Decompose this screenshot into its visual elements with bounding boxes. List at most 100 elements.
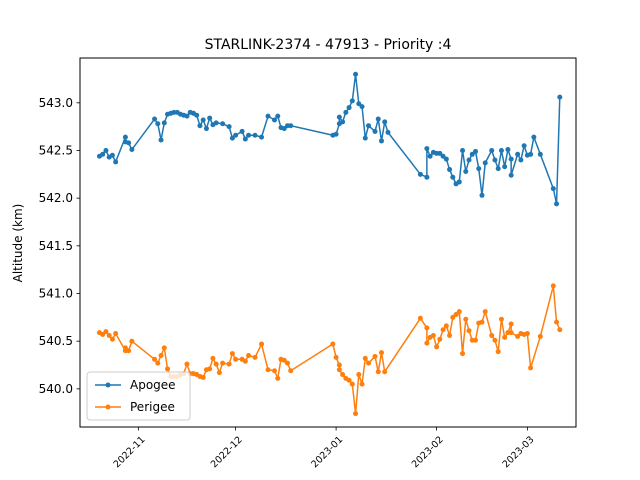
apogee-data-point <box>447 167 453 173</box>
perigee-data-point <box>126 348 132 354</box>
apogee-data-point <box>109 152 115 158</box>
apogee-data-point <box>229 135 235 141</box>
apogee-data-point <box>158 137 164 143</box>
perigee-data-point <box>281 357 287 363</box>
apogee-data-point <box>505 147 511 153</box>
apogee-data-point <box>200 117 206 123</box>
perigee-data-point <box>378 350 384 356</box>
apogee-data-point <box>479 192 485 198</box>
apogee-data-point <box>502 164 508 170</box>
apogee-data-point <box>466 157 472 163</box>
apogee-data-point <box>100 151 106 157</box>
perigee-data-point <box>113 331 119 337</box>
perigee-data-point <box>109 336 115 342</box>
perigee-data-point <box>498 316 504 322</box>
perigee-data-point <box>252 354 258 360</box>
apogee-data-point <box>353 71 359 77</box>
perigee-data-point <box>349 381 355 387</box>
apogee-data-point <box>550 186 556 192</box>
y-axis: 540.0 540.5 541.0 541.5 542.0 542.5 543.0 <box>39 96 80 396</box>
perigee-data-point <box>424 340 430 346</box>
perigee-data-point <box>437 336 443 342</box>
y-tick-label: 541.5 <box>39 239 73 253</box>
perigee-data-point <box>200 374 206 380</box>
perigee-data-point <box>184 361 190 367</box>
perigee-data-point <box>502 334 508 340</box>
perigee-data-point <box>366 360 372 366</box>
perigee-data-point <box>463 316 469 322</box>
apogee-data-point <box>161 120 167 126</box>
apogee-data-point <box>281 126 287 132</box>
perigee-data-point <box>482 309 488 315</box>
perigee-data-point <box>550 283 556 289</box>
perigee-data-point <box>333 354 339 360</box>
perigee-data-point <box>336 367 342 373</box>
perigee-data-point <box>450 314 456 320</box>
y-tick-label: 543.0 <box>39 96 73 110</box>
apogee-data-point <box>554 201 560 207</box>
apogee-data-point <box>495 166 501 172</box>
y-tick-label: 541.0 <box>39 287 73 301</box>
perigee-data-point <box>417 315 423 321</box>
apogee-data-point <box>288 123 294 129</box>
apogee-data-point <box>122 134 128 140</box>
perigee-data-point <box>453 311 459 317</box>
apogee-data-point <box>213 120 219 126</box>
apogee-data-point <box>226 124 232 130</box>
plot-frame <box>79 57 577 428</box>
apogee-data-point <box>356 101 362 107</box>
apogee-data-point <box>343 109 349 115</box>
apogee-data-point <box>498 147 504 153</box>
perigee-data-point <box>288 368 294 374</box>
perigee-data-point <box>226 361 232 367</box>
perigee-data-point <box>456 309 462 315</box>
legend-perigee-label: Perigee <box>130 400 175 414</box>
apogee-data-point <box>443 156 449 162</box>
apogee-data-point <box>197 123 203 129</box>
perigee-data-point <box>158 352 164 358</box>
perigee-data-point <box>424 325 430 331</box>
perigee-data-point <box>460 351 466 357</box>
perigee-data-point <box>356 372 362 378</box>
perigee-data-point <box>492 337 498 343</box>
legend-apogee-label: Apogee <box>130 378 176 392</box>
apogee-data-point <box>482 160 488 166</box>
perigee-data-point <box>220 360 226 366</box>
perigee-data-point <box>524 331 530 337</box>
apogee-data-point <box>372 128 378 134</box>
perigee-data-point <box>479 319 485 325</box>
perigee-data-point <box>152 356 158 362</box>
apogee-data-point <box>537 151 543 157</box>
perigee-data-point <box>161 345 167 351</box>
perigee-data-point <box>272 368 278 374</box>
apogee-data-point <box>333 131 339 137</box>
apogee-data-point <box>252 132 258 138</box>
perigee-data-point <box>213 361 219 367</box>
perigee-data-point <box>106 332 112 338</box>
apogee-data-point <box>508 172 514 178</box>
perigee-data-point <box>528 365 534 371</box>
perigee-data-point <box>537 333 543 339</box>
apogee-data-point <box>184 113 190 119</box>
perigee-data-point <box>155 360 161 366</box>
apogee-data-point <box>349 98 355 104</box>
perigee-data-point <box>466 328 472 334</box>
apogee-data-point <box>103 147 109 153</box>
perigee-data-point <box>284 360 290 366</box>
apogee-data-point <box>531 134 537 140</box>
perigee-data-point <box>382 369 388 375</box>
apogee-data-point <box>378 138 384 144</box>
apogee-data-point <box>476 166 482 172</box>
perigee-data-point <box>554 319 560 325</box>
perigee-data-point <box>515 333 521 339</box>
apogee-data-point <box>492 157 498 163</box>
perigee-data-point <box>440 327 446 333</box>
perigee-data-point <box>346 377 352 383</box>
perigee-data-point <box>353 411 359 417</box>
apogee-data-point <box>473 148 478 154</box>
apogee-data-point <box>152 116 158 122</box>
legend: Apogee Perigee <box>86 371 191 421</box>
apogee-data-point <box>469 151 475 157</box>
perigee-data-point <box>375 369 381 375</box>
